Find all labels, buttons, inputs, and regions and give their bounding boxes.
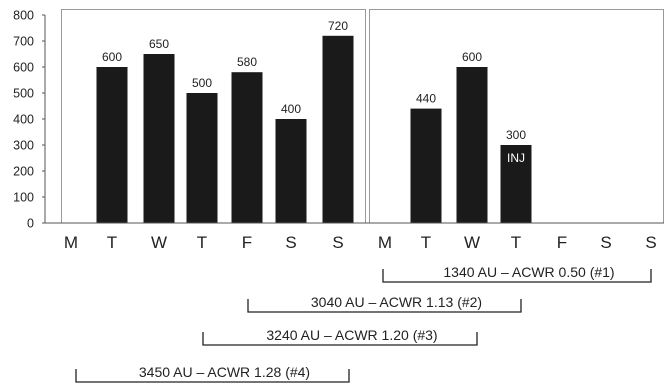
- x-tick-label: S: [285, 233, 296, 252]
- panel-week-2: 440 600 300 INJ: [369, 9, 664, 224]
- bar: [231, 72, 263, 223]
- bracket-label: 1340 AU – ACWR 0.50 (#1): [443, 264, 614, 280]
- y-tick-label: 400: [13, 113, 34, 127]
- bar-value-label: 600: [102, 50, 122, 64]
- bar-value-label: 300: [506, 128, 526, 142]
- bar-value-label: 400: [281, 102, 301, 116]
- panel-week-1: 600 650 500 580 400 720: [61, 9, 366, 224]
- bracket-line: [75, 369, 350, 383]
- x-tick-label: F: [557, 233, 567, 252]
- y-tick-label: 700: [13, 35, 34, 49]
- x-tick-label: W: [464, 233, 480, 252]
- y-tick-label: 600: [13, 61, 34, 75]
- x-tick-label: W: [151, 233, 167, 252]
- y-tick-label: 300: [13, 139, 34, 153]
- x-tick-label: S: [645, 233, 656, 252]
- bar: [456, 67, 488, 223]
- x-tick-label: T: [197, 233, 207, 252]
- bar: [96, 67, 128, 223]
- bar: [410, 108, 442, 223]
- bracket-label: 3040 AU – ACWR 1.13 (#2): [311, 294, 482, 310]
- bracket-line: [382, 269, 652, 283]
- injury-annotation: INJ: [507, 151, 525, 165]
- bar: [143, 54, 175, 223]
- x-tick-label: T: [421, 233, 431, 252]
- bar-value-label: 650: [149, 37, 169, 51]
- x-tick-label: M: [64, 233, 78, 252]
- x-tick-label: F: [242, 233, 252, 252]
- y-tick-label: 500: [13, 87, 34, 101]
- bar-value-label: 500: [192, 76, 212, 90]
- bar-value-label: 440: [416, 92, 436, 106]
- bar-value-label: 600: [462, 50, 482, 64]
- x-tick-label: T: [511, 233, 521, 252]
- y-tick-label: 200: [13, 165, 34, 179]
- x-tick-label: S: [600, 233, 611, 252]
- bar: [500, 145, 532, 223]
- x-tick-label: M: [378, 233, 392, 252]
- bar: [186, 93, 218, 223]
- bar-value-label: 580: [237, 55, 257, 69]
- bar: [322, 35, 354, 223]
- bracket-2: 3040 AU – ACWR 1.13 (#2): [247, 294, 522, 313]
- x-tick-label: T: [107, 233, 117, 252]
- y-axis: 0 100 200 300 400 500 600 700 800: [13, 9, 46, 231]
- bracket-4: 3450 AU – ACWR 1.28 (#4): [75, 364, 350, 383]
- bracket-label: 3240 AU – ACWR 1.20 (#3): [266, 327, 437, 343]
- y-tick-label: 0: [27, 217, 34, 231]
- bracket-line: [247, 299, 522, 313]
- x-tick-label: S: [332, 233, 343, 252]
- y-tick-label: 100: [13, 191, 34, 205]
- bracket-label: 3450 AU – ACWR 1.28 (#4): [139, 364, 310, 380]
- y-tick-label: 800: [13, 9, 34, 23]
- bar-value-label: 720: [328, 19, 348, 33]
- acwr-brackets: 1340 AU – ACWR 0.50 (#1) 3040 AU – ACWR 1…: [75, 264, 652, 383]
- bracket-line: [202, 332, 478, 346]
- bracket-1: 1340 AU – ACWR 0.50 (#1): [382, 264, 652, 283]
- bar: [275, 119, 307, 223]
- chart-panels: 600 650 500 580 400 720 440 600 300 INJ: [61, 9, 664, 224]
- bracket-3: 3240 AU – ACWR 1.20 (#3): [202, 327, 478, 346]
